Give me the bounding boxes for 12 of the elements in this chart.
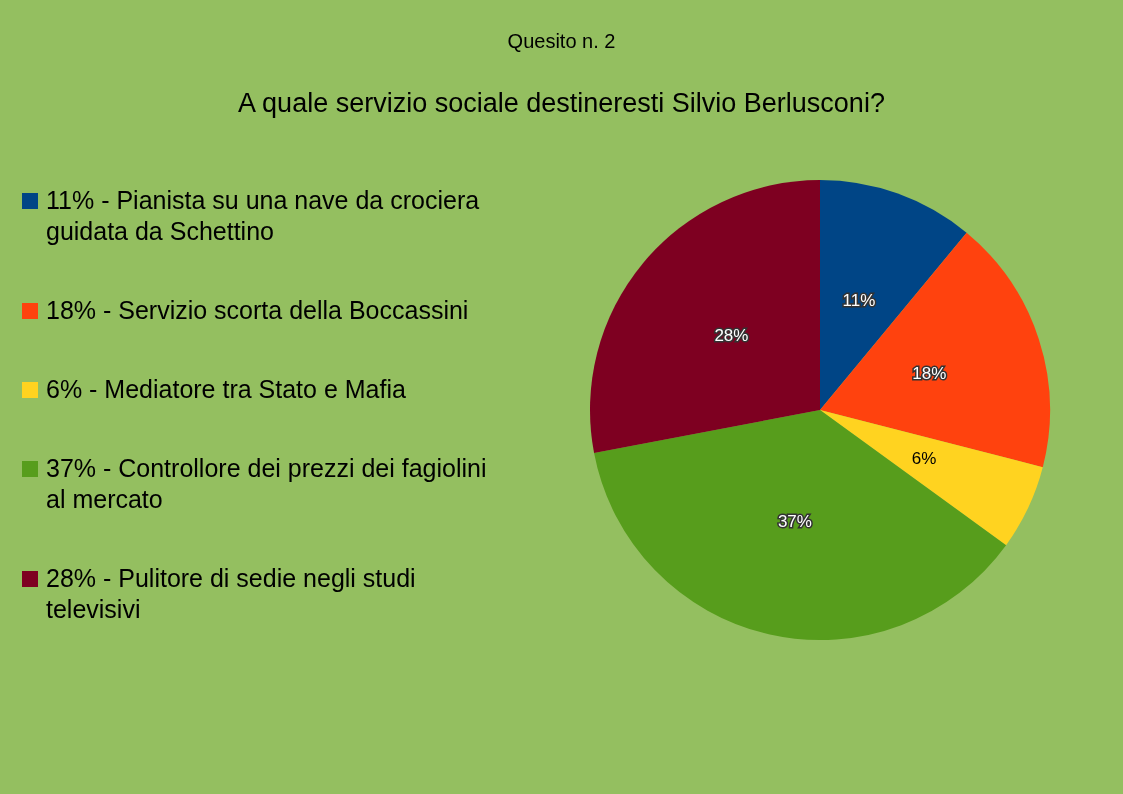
legend-label: 18% - Servizio scorta della Boccassini: [46, 295, 469, 326]
data-label: 28%: [714, 326, 749, 346]
data-label: 11%: [842, 291, 876, 311]
data-label: 6%: [911, 448, 937, 468]
data-label: 37%: [777, 511, 812, 531]
data-label: 18%: [912, 364, 947, 384]
legend-label: 11% - Pianista su una nave da crociera guidata da Schettino: [46, 185, 481, 247]
legend-label: 37% - Controllore dei prezzi dei fagiolini al mercato: [46, 453, 488, 515]
legend-label: 28% - Pulitore di sedie negli studi televisivi: [46, 563, 417, 625]
chart-title: Quesito n. 2: [506, 30, 617, 53]
chart-subtitle: A quale servizio sociale destineresti Silvio Berlusconi?: [237, 88, 886, 119]
legend-label: 6% - Mediatore tra Stato e Mafia: [46, 374, 406, 405]
